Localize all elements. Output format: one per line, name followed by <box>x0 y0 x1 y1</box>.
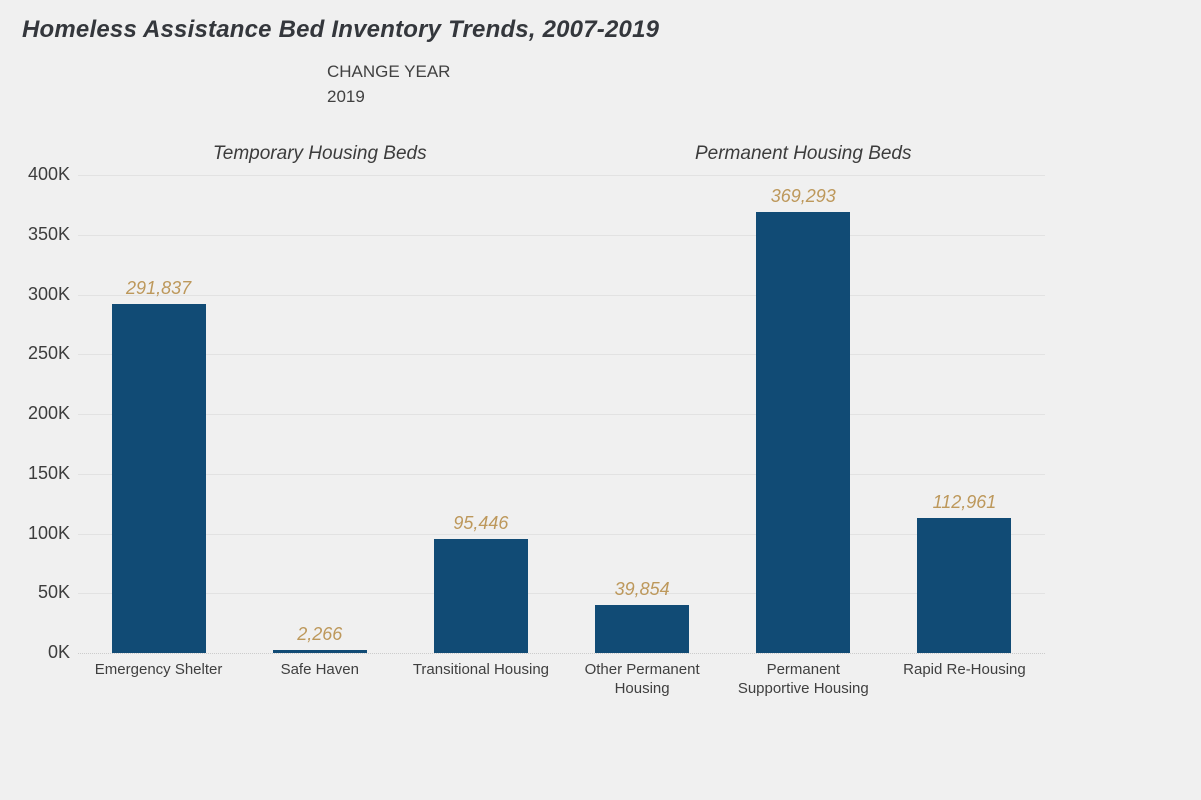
gridline <box>78 414 1045 415</box>
gridline <box>78 234 1045 236</box>
year-parameter-control: CHANGE YEAR 2019 <box>327 62 450 107</box>
group-header-temporary-housing-beds: Temporary Housing Beds <box>212 143 427 164</box>
y-tick-350k: 350K <box>27 223 70 244</box>
category-label-other-permanent-housing: Other Permanent Housing <box>584 661 700 697</box>
gridline <box>78 593 1045 595</box>
group-header-permanent-housing-beds: Permanent Housing Beds <box>694 143 912 164</box>
y-tick-250k: 250K <box>27 343 70 364</box>
value-label-permanent-supportive-housing: 369,293 <box>770 185 836 206</box>
bar-group: 112,961 <box>884 175 1045 653</box>
gridline <box>78 294 1045 296</box>
bar-group: 95,446 <box>400 175 561 653</box>
category-label-rapid-re-housing: Rapid Re-Housing <box>903 661 1026 678</box>
category-label-permanent-supportive-housing: Permanent Supportive Housing <box>737 661 869 697</box>
value-label-emergency-shelter: 291,837 <box>126 278 192 299</box>
gridline <box>78 533 1045 535</box>
y-axis: 400K 350K 300K 250K 200K 150K 100K 50K 0… <box>0 164 70 662</box>
value-label-rapid-re-housing: 112,961 <box>932 492 997 513</box>
y-tick-50k: 50K <box>37 582 70 603</box>
gridline <box>78 473 1045 475</box>
bar-group: 291,837 <box>78 175 239 653</box>
x-axis-baseline <box>78 653 1045 654</box>
y-tick-200k: 200K <box>27 403 70 424</box>
bar-other-permanent-housing[interactable] <box>595 605 690 653</box>
gridline <box>78 354 1045 356</box>
category-label-safe-haven: Safe Haven <box>280 661 359 678</box>
chart-title: Homeless Assistance Bed Inventory Trends… <box>22 16 660 43</box>
gridline <box>78 175 1045 176</box>
y-tick-300k: 300K <box>27 283 70 304</box>
bars-container: 291,837 2,266 95,446 39,854 369,293 112,… <box>78 175 1045 653</box>
y-tick-0k: 0K <box>47 642 70 663</box>
column-group-headers: Temporary Housing Beds Permanent Housing… <box>78 143 1045 165</box>
category-label-emergency-shelter: Emergency Shelter <box>94 661 223 678</box>
x-axis-category-labels: Emergency Shelter Safe Haven Transitiona… <box>78 660 1045 698</box>
y-tick-150k: 150K <box>27 462 70 483</box>
value-label-transitional-housing: 95,446 <box>453 512 509 533</box>
year-parameter-value[interactable]: 2019 <box>327 87 365 106</box>
value-label-other-permanent-housing: 39,854 <box>614 579 670 600</box>
bar-group: 39,854 <box>562 175 723 653</box>
plot-area: 291,837 2,266 95,446 39,854 369,293 112,… <box>78 175 1045 654</box>
bar-safe-haven[interactable] <box>272 650 367 653</box>
bar-group: 369,293 <box>723 175 884 653</box>
y-tick-400k: 400K <box>27 164 70 185</box>
bar-transitional-housing[interactable] <box>433 538 528 653</box>
y-tick-100k: 100K <box>27 522 70 543</box>
bar-permanent-supportive-housing[interactable] <box>756 211 851 653</box>
bar-emergency-shelter[interactable] <box>111 304 206 653</box>
bar-rapid-re-housing[interactable] <box>917 518 1012 653</box>
value-label-safe-haven: 2,266 <box>297 624 343 644</box>
bar-group: 2,266 <box>239 175 400 653</box>
category-label-transitional-housing: Transitional Housing <box>412 661 550 678</box>
year-parameter-label: CHANGE YEAR <box>327 62 451 81</box>
